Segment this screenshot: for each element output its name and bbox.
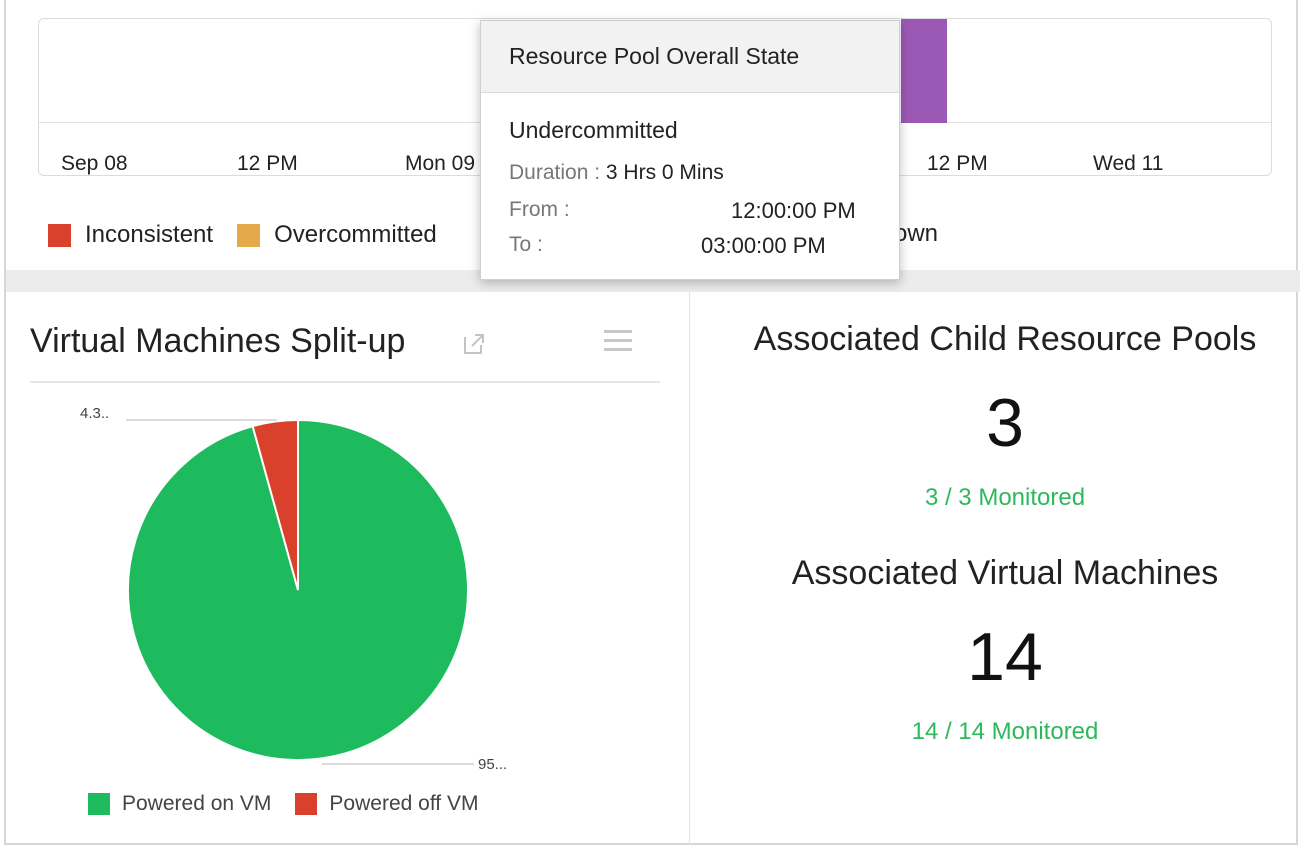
panel-divider xyxy=(30,381,660,383)
virtual-machines-monitored[interactable]: 14 / 14 Monitored xyxy=(911,718,1099,745)
legend-swatch xyxy=(88,793,110,815)
to-value: 03:00:00 PM xyxy=(701,233,826,258)
state-legend: Inconsistent Overcommitted xyxy=(48,218,461,252)
pie-slice-powered-off[interactable] xyxy=(251,418,299,591)
tooltip-state: Undercommitted xyxy=(509,117,678,143)
legend-label: Powered off VM xyxy=(329,792,479,815)
menu-icon[interactable] xyxy=(604,330,632,354)
child-pools-heading: Associated Child Resource Pools xyxy=(753,320,1257,358)
legend-item-powered-off[interactable]: Powered off VM xyxy=(295,792,478,816)
timeline-tick: 12 PM xyxy=(927,152,988,175)
timeline-segment-purple[interactable] xyxy=(901,19,947,123)
timeline-tick: Mon 09 xyxy=(405,152,476,175)
legend-item-inconsistent[interactable]: Inconsistent xyxy=(48,221,213,249)
panel-title: Virtual Machines Split-up xyxy=(30,322,406,360)
pie-data-label: 95... xyxy=(478,756,507,773)
legend-swatch xyxy=(237,223,261,247)
timeline-axis: Sep 08 12 PM Mon 09 12 PM Wed 11 xyxy=(39,123,1271,175)
external-link-icon[interactable] xyxy=(462,332,486,356)
timeline-tick: Wed 11 xyxy=(1093,152,1164,175)
child-pools-count[interactable]: 3 xyxy=(986,385,1024,461)
legend-label: Powered on VM xyxy=(122,792,272,815)
vm-splitup-panel: Virtual Machines Split-up 95... 4.3.. Pow… xyxy=(6,292,690,845)
timeline-tick: 12 PM xyxy=(237,152,298,175)
virtual-machines-count[interactable]: 14 xyxy=(967,619,1043,695)
duration-label: Duration : xyxy=(509,161,601,184)
child-pools-monitored[interactable]: 3 / 3 Monitored xyxy=(924,484,1086,511)
pie-leader-line xyxy=(126,419,277,421)
timeline-tick: Sep 08 xyxy=(61,152,128,175)
legend-swatch xyxy=(295,793,318,815)
legend-item-overcommitted[interactable]: Overcommitted xyxy=(237,221,437,249)
legend-item-powered-on[interactable]: Powered on VM xyxy=(88,792,271,816)
to-label: To : xyxy=(509,233,543,256)
pie-data-label: 4.3.. xyxy=(80,405,109,422)
tooltip-title: Resource Pool Overall State xyxy=(481,21,899,93)
duration-value: 3 Hrs 0 Mins xyxy=(605,161,724,184)
legend-label: Inconsistent xyxy=(85,221,214,248)
state-tooltip: Resource Pool Overall State Undercommitt… xyxy=(480,20,900,280)
from-label: From : xyxy=(509,198,570,221)
from-value: 12:00:00 PM xyxy=(731,198,856,223)
associations-panel: Associated Child Resource Pools 3 3 / 3 … xyxy=(690,292,1300,845)
dashboard-frame: Sep 08 12 PM Mon 09 12 PM Wed 11 Inconsi… xyxy=(4,0,1300,845)
legend-label-partial[interactable]: own xyxy=(894,220,939,247)
legend-swatch xyxy=(48,223,71,247)
section-divider xyxy=(6,270,1300,292)
pie-legend: Powered on VM Powered off VM xyxy=(88,792,502,816)
tooltip-duration: Duration : 3 Hrs 0 Mins xyxy=(509,161,724,185)
virtual-machines-heading: Associated Virtual Machines xyxy=(791,554,1219,592)
legend-label: Overcommitted xyxy=(274,221,437,248)
vm-pie-chart: 95... 4.3.. xyxy=(80,405,507,773)
